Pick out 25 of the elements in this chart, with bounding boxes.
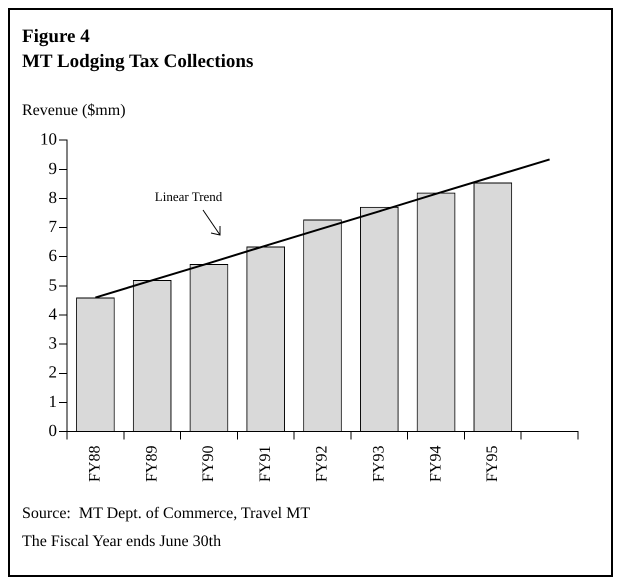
x-tick-label: FY88 [86,446,104,482]
source-note: Source: MT Dept. of Commerce, Travel MT [22,504,310,524]
y-tick-label: 3 [48,334,57,353]
x-tick-label: FY90 [200,446,218,482]
text: Linear Trend [154,189,223,204]
y-tick-label: 9 [48,158,57,178]
y-tick-label: 5 [48,275,57,294]
y-tick-label: 1 [48,392,57,411]
chart-subtitle: MT Lodging Tax Collections [22,50,254,74]
x-tick-label: FY91 [256,446,274,482]
text: The Fiscal Year ends June 30th [22,532,222,552]
x-tick-label: FY89 [143,446,160,482]
chart-title: Figure 4 [22,25,91,49]
x-tick-label: FY92 [314,446,331,482]
y-tick-label: 10 [40,130,57,149]
x-tick-label: FY93 [370,446,388,482]
x-tick-label: FY95 [484,446,502,482]
y-tick-label: 4 [48,304,58,324]
y-tick-label: 2 [48,362,57,382]
y-axis-title: Revenue ($mm) [22,102,126,120]
y-tick-label: 8 [48,188,57,207]
y-tick-label: 6 [48,246,57,266]
y-tick-label: 0 [48,421,57,440]
x-tick-label: FY94 [427,446,444,482]
y-tick-label: 7 [48,217,58,236]
